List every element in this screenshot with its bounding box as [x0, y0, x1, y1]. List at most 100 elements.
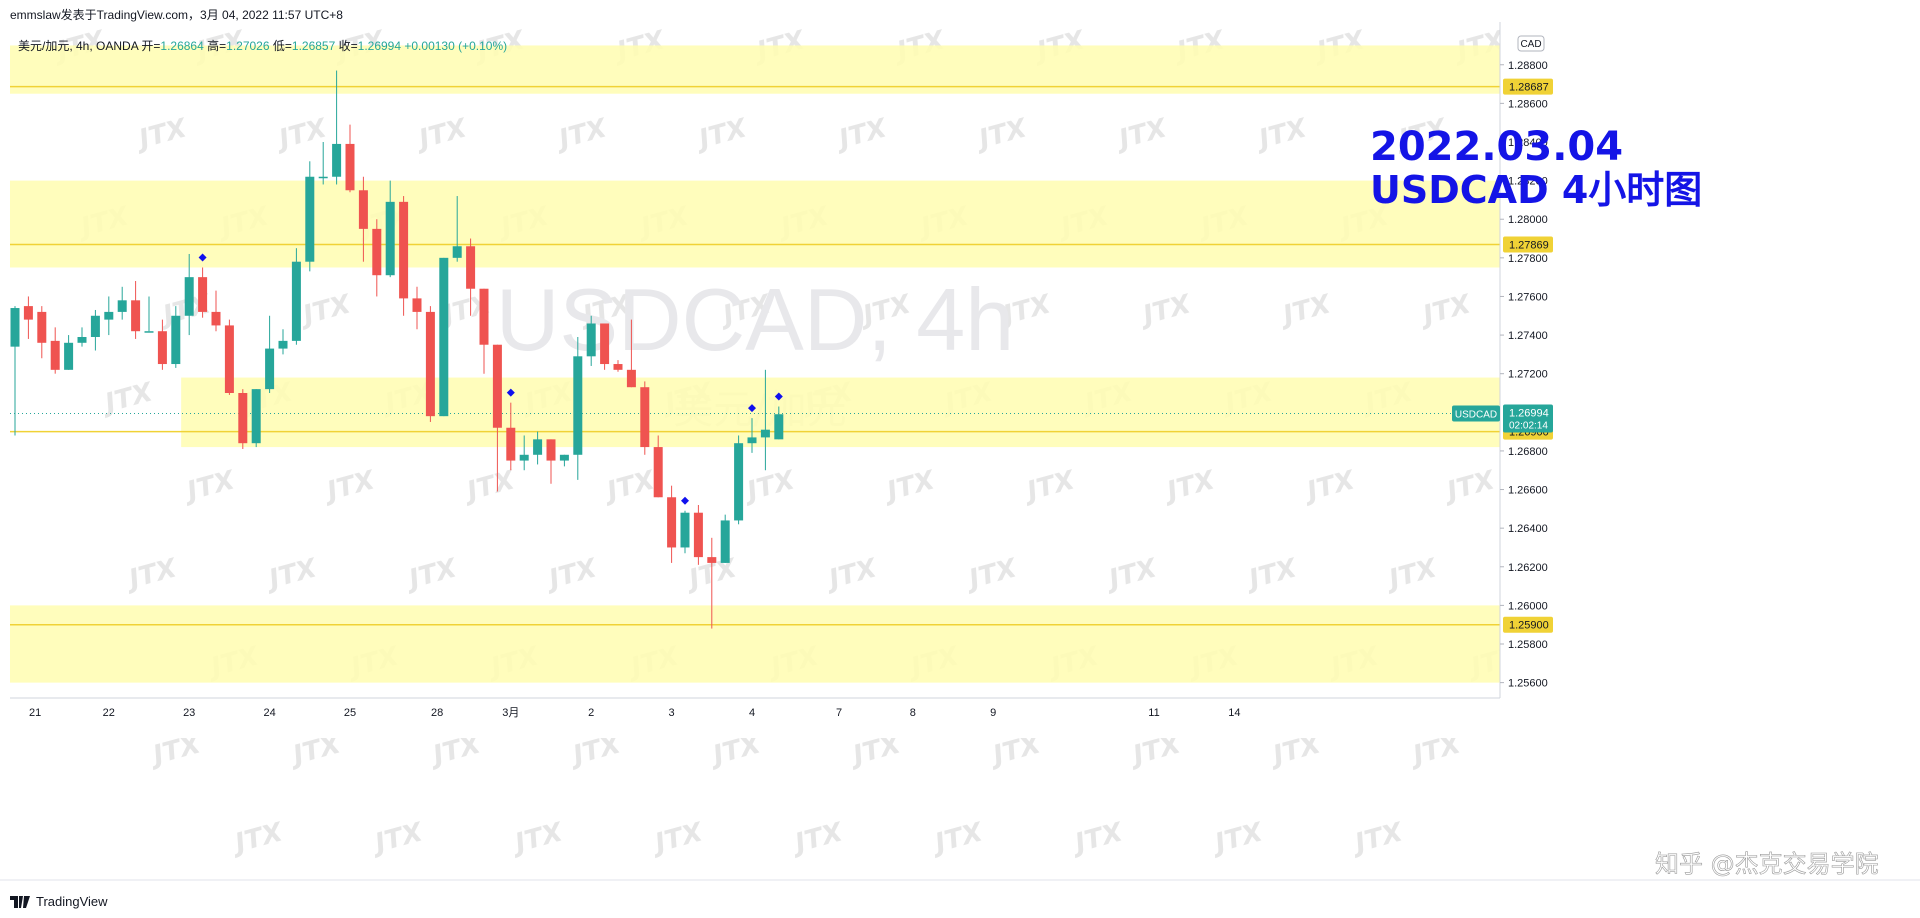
candle[interactable] [760, 369, 770, 471]
candle[interactable] [425, 306, 435, 422]
price-axis[interactable]: 1.28800 1.28600 1.28400 1.28200 1.28000 1.278… [1452, 0, 1920, 918]
candle[interactable] [399, 196, 409, 316]
candle[interactable] [64, 335, 74, 370]
candle-body [573, 356, 583, 455]
candle-body [144, 331, 154, 333]
candle[interactable] [305, 161, 315, 272]
candle[interactable] [573, 337, 583, 480]
candle[interactable] [238, 389, 248, 449]
symbol-line[interactable]: 美元/加元, 4h, OANDA [18, 39, 139, 53]
candle[interactable] [479, 288, 489, 374]
candle[interactable] [626, 319, 636, 388]
tradingview-logo[interactable]: TradingView [10, 894, 108, 909]
support-resistance-zone [10, 45, 1500, 94]
candle-body [452, 246, 462, 258]
watermark-text: JTX [1299, 465, 1359, 508]
candle[interactable] [774, 406, 784, 440]
candle[interactable] [184, 253, 194, 336]
candle-body [586, 323, 596, 357]
watermark-text: JTX [1159, 465, 1219, 508]
watermark-text: JTX [971, 113, 1031, 156]
candle[interactable] [600, 323, 610, 370]
symbol-tag [1452, 405, 1500, 422]
candle-body [171, 315, 181, 365]
price-tick-label: 1.26400 [1508, 523, 1548, 535]
candles-layer[interactable] [10, 70, 784, 629]
current-price-tag [1503, 404, 1553, 433]
candle[interactable] [23, 296, 33, 339]
candle-body [626, 369, 636, 388]
candle[interactable] [211, 290, 221, 332]
candle[interactable] [278, 329, 288, 355]
candle[interactable] [586, 315, 596, 366]
watermark-text: JTX [401, 553, 461, 596]
candle-body [372, 228, 382, 276]
candle-body [439, 257, 449, 417]
price-axis-bg [1500, 0, 1920, 918]
candle[interactable] [318, 141, 328, 185]
watermark-text: JTX [121, 553, 181, 596]
candle[interactable] [144, 296, 154, 333]
watermark-text: JTX [227, 817, 287, 860]
candle[interactable] [680, 510, 690, 554]
candle[interactable] [640, 381, 650, 455]
candle[interactable] [345, 124, 355, 193]
candle[interactable] [412, 286, 422, 330]
candle[interactable] [265, 315, 275, 393]
time-tick-label: 22 [103, 707, 115, 719]
candle[interactable] [104, 296, 114, 336]
candle[interactable] [171, 306, 181, 368]
candle[interactable] [452, 196, 462, 262]
candle[interactable] [653, 435, 663, 498]
signal-diamond [198, 253, 207, 262]
candle[interactable] [559, 454, 569, 467]
candle-body [358, 190, 368, 229]
candle[interactable] [198, 267, 208, 318]
currency-badge[interactable] [1517, 35, 1545, 52]
watermark-text: JTX [739, 465, 799, 508]
candle[interactable] [291, 248, 301, 345]
candle[interactable] [157, 319, 167, 370]
candle[interactable] [77, 327, 87, 347]
candle[interactable] [707, 537, 717, 629]
candle[interactable] [385, 180, 395, 278]
candle[interactable] [693, 504, 703, 565]
candle[interactable] [90, 309, 100, 351]
price-tick-label: 1.26600 [1508, 485, 1548, 497]
publisher-line: emmslaw发表于TradingView.com，3月 04, 2022 11… [10, 8, 343, 22]
candle[interactable] [466, 238, 476, 316]
watermark-text: JTX [367, 817, 427, 860]
watermark-text: JTX [1439, 465, 1499, 508]
candle[interactable] [439, 257, 449, 417]
candle[interactable] [519, 435, 529, 471]
candle[interactable] [131, 281, 141, 339]
candle-body [265, 348, 275, 390]
candle[interactable] [506, 402, 516, 471]
candle[interactable] [720, 514, 730, 563]
time-tick-label: 25 [344, 707, 356, 719]
candle[interactable] [358, 176, 368, 262]
candle[interactable] [372, 219, 382, 297]
candle[interactable] [533, 431, 543, 465]
candle[interactable] [613, 360, 623, 372]
candle[interactable] [332, 70, 342, 185]
price-tick-label: 1.27200 [1508, 369, 1548, 381]
candle[interactable] [37, 306, 47, 359]
candle[interactable] [50, 327, 60, 374]
candle[interactable] [224, 319, 234, 395]
candle[interactable] [251, 389, 261, 448]
candle[interactable] [117, 286, 127, 320]
time-tick-label: 2 [588, 707, 594, 719]
candle[interactable] [546, 439, 556, 484]
candle[interactable] [492, 344, 502, 492]
candle-body [198, 277, 208, 312]
candle[interactable] [747, 418, 757, 453]
candle[interactable] [10, 306, 20, 436]
candle[interactable] [734, 435, 744, 525]
candle[interactable] [667, 485, 677, 563]
watermark-text: JTX [1111, 113, 1171, 156]
candle-body [77, 337, 87, 343]
